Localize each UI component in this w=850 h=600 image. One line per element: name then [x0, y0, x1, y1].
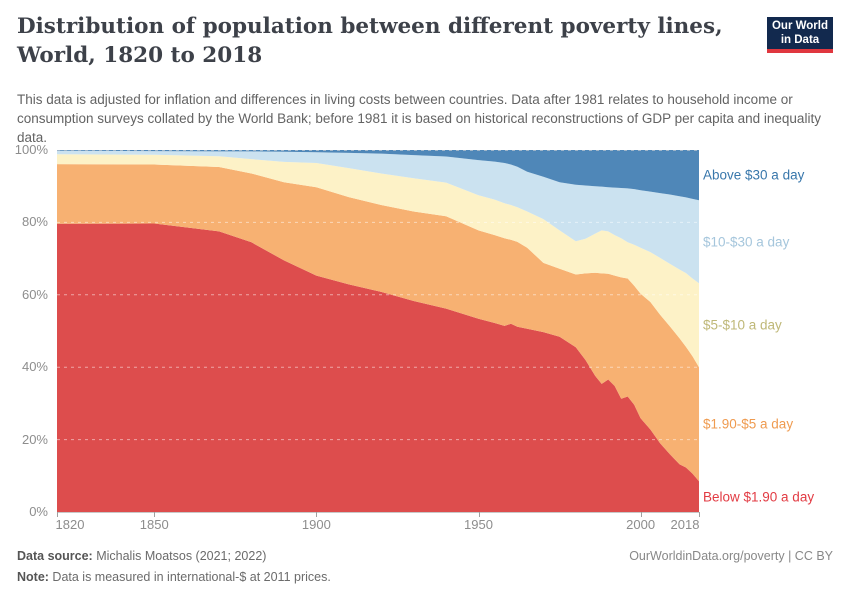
y-tick-label-40: 40%: [21, 359, 48, 375]
x-tick-label-2000: 2000: [626, 517, 656, 532]
y-tick-label-20: 20%: [21, 431, 48, 447]
area-10-30-a-day[interactable]: [57, 150, 699, 284]
note-line: Note: Data is measured in international-…: [17, 570, 331, 584]
y-tick-label-100: 100%: [14, 142, 48, 157]
x-tick-label-1850: 1850: [139, 517, 169, 532]
series-label-5-10-a-day: $5-$10 a day: [703, 317, 782, 333]
series-label-10-30-a-day: $10-$30 a day: [703, 234, 790, 250]
area-1-90-5-a-day[interactable]: [57, 164, 699, 482]
data-source-text: Michalis Moatsos (2021; 2022): [92, 549, 267, 563]
x-tick-label-1950: 1950: [464, 517, 493, 532]
stacked-area-plot[interactable]: [57, 150, 700, 520]
series-label-above-30-a-day: Above $30 a day: [703, 167, 805, 183]
series-label-below-1-90-a-day: Below $1.90 a day: [703, 489, 815, 505]
data-source-label: Data source:: [17, 549, 93, 563]
owid-logo[interactable]: Our World in Data: [767, 17, 833, 53]
owid-poverty-link[interactable]: OurWorldinData.org/poverty | CC BY: [629, 549, 833, 563]
x-tick-label-1820: 1820: [55, 517, 85, 532]
y-tick-label-80: 80%: [21, 214, 48, 230]
chart-subtitle: This data is adjusted for inflation and …: [17, 92, 821, 145]
series-label-1-90-5-a-day: $1.90-$5 a day: [703, 416, 794, 432]
owid-logo-line1: Our World: [771, 20, 828, 32]
owid-logo-line2: in Data: [780, 33, 820, 46]
area-5-10-a-day[interactable]: [57, 154, 699, 368]
note-label: Note:: [17, 570, 49, 584]
data-source-line: Data source: Michalis Moatsos (2021; 202…: [17, 549, 266, 563]
y-tick-label-60: 60%: [21, 286, 48, 302]
area-below-1-90-a-day[interactable]: [57, 223, 699, 513]
note-text: Data is measured in international-$ at 2…: [48, 570, 331, 584]
x-tick-label-2018: 2018: [670, 517, 700, 532]
y-tick-label-0: 0%: [29, 504, 48, 519]
area-above-30-a-day[interactable]: [57, 150, 699, 201]
page-title: Distribution of population between diffe…: [17, 14, 723, 68]
x-tick-label-1900: 1900: [301, 517, 331, 532]
